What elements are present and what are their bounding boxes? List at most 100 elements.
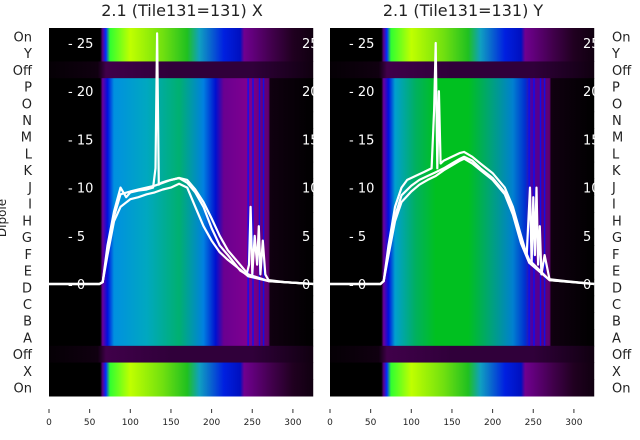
row-label: O <box>612 97 622 112</box>
row-label: N <box>22 114 32 129</box>
heatmap-row-d <box>49 278 314 297</box>
row-label: C <box>612 298 621 313</box>
heatmap-row-e <box>330 262 595 280</box>
row-label: J <box>611 181 616 196</box>
inner-y-tick-label: - 15 <box>349 133 374 148</box>
heatmap-row-a <box>330 329 595 347</box>
inner-y-tick-label: - 0 <box>68 278 85 293</box>
stripe <box>539 78 542 346</box>
heatmap-row-m <box>330 128 595 146</box>
row-label: L <box>25 147 33 162</box>
heatmap-row-d <box>330 278 595 297</box>
inner-y-tick-label-right: 0 <box>583 278 591 293</box>
row-label: L <box>612 147 620 162</box>
heatmap-row-x <box>330 362 595 380</box>
row-label: N <box>612 114 622 129</box>
row-label: A <box>612 331 621 346</box>
x-tick-label: 100 <box>403 418 420 428</box>
row-label: On <box>14 382 32 397</box>
heatmap-row-o <box>330 94 595 113</box>
heatmap-row-k <box>49 161 314 180</box>
row-label: B <box>612 315 621 330</box>
heatmap-row-y <box>330 44 595 62</box>
row-label: E <box>24 265 32 280</box>
row-label: Off <box>13 64 33 79</box>
inner-y-tick-label: - 20 <box>349 85 374 100</box>
heatmap-row-off <box>330 61 595 79</box>
row-label: G <box>22 231 32 246</box>
heatmap-row-p <box>49 78 314 96</box>
row-label: K <box>23 164 32 179</box>
inner-y-tick-label-right: 10 <box>302 182 319 197</box>
inner-y-tick-label: - 20 <box>68 85 93 100</box>
row-label: P <box>612 81 620 96</box>
heatmap-row-a <box>49 329 314 347</box>
heatmap-row-off <box>49 61 314 79</box>
row-label: H <box>22 214 32 229</box>
overlay-trace-3 <box>330 157 595 286</box>
x-tick-label: 50 <box>84 418 96 428</box>
heatmap-row-j <box>330 178 595 196</box>
heatmap-row-n <box>49 111 314 129</box>
stripe <box>258 78 261 346</box>
row-label: G <box>612 231 622 246</box>
inner-y-tick-label-right: 0 <box>302 278 310 293</box>
inner-y-tick-label-right: 10 <box>583 182 600 197</box>
row-label: On <box>612 30 630 45</box>
inner-y-tick-label-right: 20 <box>302 85 319 100</box>
row-label: P <box>24 81 32 96</box>
row-label: M <box>612 131 623 146</box>
row-label: O <box>22 97 32 112</box>
heatmap-row-n <box>330 111 595 129</box>
row-label: F <box>612 248 619 263</box>
heatmap-row-j <box>49 178 314 196</box>
row-label: X <box>23 365 32 380</box>
chart-title-y: 2.1 (Tile131=131) Y <box>383 1 544 20</box>
inner-y-tick-label: - 10 <box>68 182 93 197</box>
heatmap-row-g <box>330 228 595 246</box>
heatmap-row-g <box>49 228 314 246</box>
x-tick-label: 300 <box>284 418 301 428</box>
heatmap-row-i <box>49 195 314 213</box>
heatmap-row-e <box>49 262 314 280</box>
inner-y-tick-label: - 5 <box>68 230 85 245</box>
row-label: I <box>612 198 616 213</box>
heatmap-row-b <box>330 312 595 330</box>
row-label: Y <box>23 47 32 62</box>
x-tick-label: 250 <box>244 418 261 428</box>
inner-y-tick-label: - 25 <box>349 37 374 52</box>
heatmap-row-l <box>49 145 314 163</box>
row-label: D <box>612 281 622 296</box>
inner-y-tick-label-right: 5 <box>583 230 591 245</box>
x-tick-label: 0 <box>327 418 333 428</box>
inner-y-tick-label-right: 25 <box>302 37 319 52</box>
row-label: X <box>612 365 621 380</box>
heatmap-row-m <box>49 128 314 146</box>
heatmap-row-on <box>330 379 595 397</box>
row-label: J <box>27 181 32 196</box>
heatmap-row-h <box>330 212 595 230</box>
row-label: E <box>612 265 620 280</box>
stripe <box>262 78 265 346</box>
row-label: A <box>23 331 32 346</box>
row-label: Off <box>13 348 33 363</box>
heatmap-row-k <box>330 161 595 180</box>
inner-y-tick-label-right: 5 <box>302 230 310 245</box>
heatmap-row-on <box>49 28 314 46</box>
stripe <box>252 78 254 346</box>
x-tick-label: 0 <box>46 418 52 428</box>
row-label: Off <box>612 64 632 79</box>
x-tick-label: 300 <box>565 418 582 428</box>
row-label: F <box>25 248 32 263</box>
heatmap-row-f <box>330 245 595 263</box>
row-label: D <box>22 281 32 296</box>
heatmap-row-x <box>49 362 314 380</box>
heatmap-row-y <box>49 44 314 62</box>
heatmap-row-l <box>330 145 595 163</box>
row-label: On <box>14 30 32 45</box>
y-axis-label: Dipole <box>0 199 9 237</box>
heatmap-row-c <box>49 295 314 313</box>
heatmap-row-off <box>330 345 595 364</box>
